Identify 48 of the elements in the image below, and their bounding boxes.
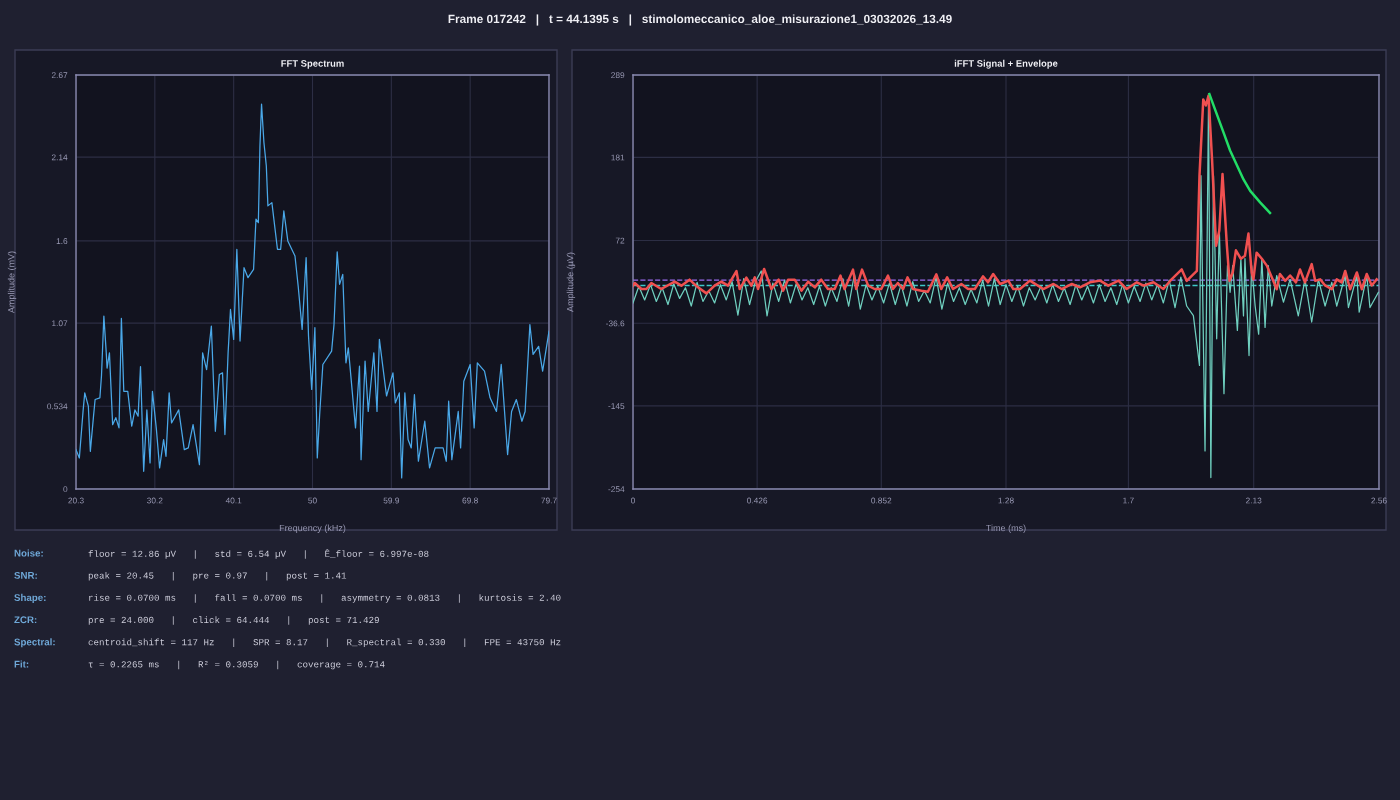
y-tick-label: -145: [608, 403, 625, 409]
line-series: [76, 103, 549, 479]
line-series: [1208, 92, 1272, 215]
x-tick-label: 0.426: [747, 497, 768, 504]
y-tick-label: 181: [611, 154, 625, 161]
x-tick-label: 2.13: [1246, 497, 1262, 504]
x-axis-title: Time (ms): [986, 524, 1026, 533]
line-series: [633, 94, 1378, 295]
y-axis-title: Amplitude (µV): [566, 252, 576, 312]
y-tick-label: -254: [608, 486, 625, 493]
x-tick-label: 30.2: [147, 497, 163, 504]
x-tick-label: 2.56: [1371, 497, 1387, 504]
y-tick-label: 2.67: [51, 72, 68, 79]
y-tick-label: 1.6: [56, 238, 68, 245]
text: τ = 0.2265 ms | R² = 0.3059 | coverage = 0.714: [88, 660, 385, 670]
y-axis-title: Amplitude (mV): [7, 251, 17, 314]
text: Spectral:: [14, 638, 55, 648]
y-tick-label: 0.534: [47, 403, 68, 410]
x-axis-title: Frequency (kHz): [279, 524, 346, 533]
x-tick-label: 0: [631, 497, 635, 504]
text: floor = 12.86 µV | std = 6.54 µV | Ê_floor = 6.997e-08: [88, 549, 429, 559]
x-tick-label: 79.7: [541, 497, 557, 504]
text: ZCR:: [14, 616, 37, 624]
y-tick-label: 0: [63, 486, 68, 493]
x-tick-label: 69.8: [462, 497, 478, 504]
text: Noise:: [14, 549, 43, 557]
x-tick-label: 1.28: [998, 497, 1014, 504]
text: peak = 20.45 | pre = 0.97 | post = 1.41: [88, 571, 347, 581]
x-tick-label: 0.852: [871, 497, 892, 504]
text: Frame 017242 | t = 44.1395 s | stimolomeccanico_aloe_misurazione1_03032026_13.49: [448, 14, 952, 26]
x-tick-label: 1.7: [1123, 497, 1134, 504]
text: centroid_shift = 117 Hz | SPR = 8.17 | R_spectral = 0.330 | FPE = 43750 Hz: [88, 638, 561, 648]
text: rise = 0.0700 ms | fall = 0.0700 ms | asymmetry = 0.0813 | kurtosis = 2.40: [89, 594, 561, 603]
chart-title: iFFT Signal + Envelope: [954, 59, 1058, 69]
text: Shape:: [14, 593, 46, 603]
x-tick-label: 50: [308, 497, 317, 504]
y-tick-label: 289: [611, 72, 625, 79]
x-tick-label: 59.9: [383, 497, 400, 504]
chart-title: FFT Spectrum: [281, 60, 344, 69]
y-tick-label: 72: [615, 237, 625, 244]
text: Fit:: [14, 660, 29, 668]
x-tick-label: 20.3: [68, 497, 84, 504]
y-tick-label: -36.6: [606, 320, 625, 327]
text: pre = 24.000 | click = 64.444 | post = 71.429: [88, 616, 379, 625]
x-tick-label: 40.1: [225, 497, 242, 504]
y-tick-label: 2.14: [51, 154, 68, 161]
y-tick-label: 1.07: [52, 320, 68, 327]
text: SNR:: [14, 571, 37, 579]
